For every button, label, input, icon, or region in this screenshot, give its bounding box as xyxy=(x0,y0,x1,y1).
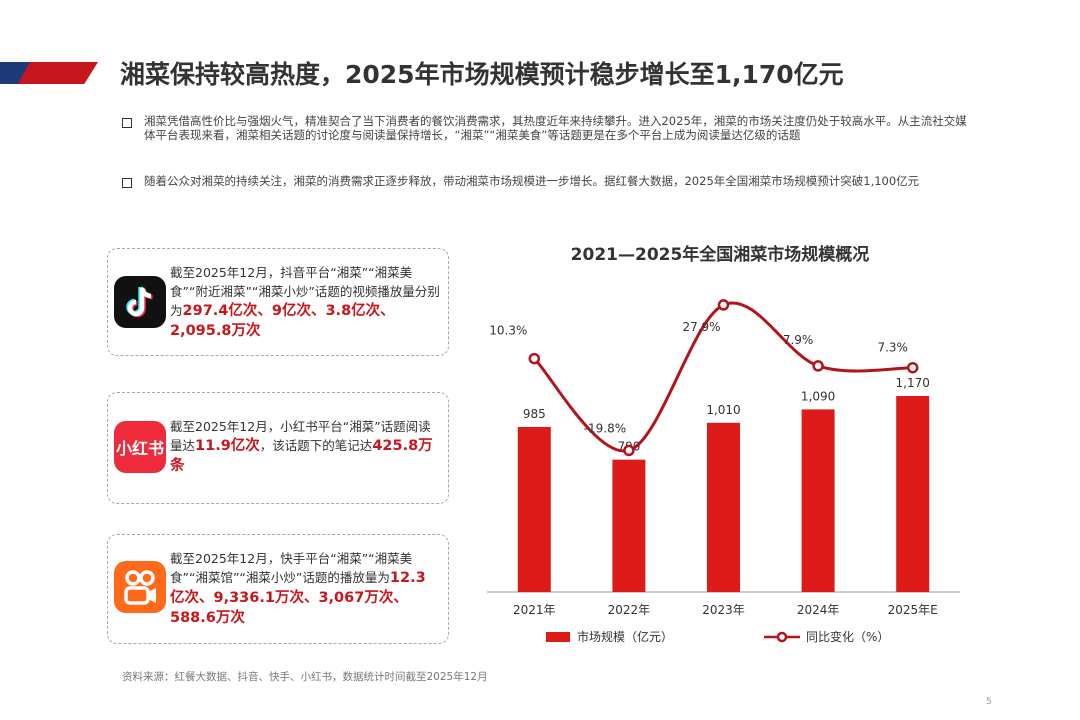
bar xyxy=(707,422,740,592)
yoy-value-label: -19.8% xyxy=(584,421,626,435)
bar-value-label: 1,170 xyxy=(896,376,930,390)
bar xyxy=(896,396,930,592)
card-highlight-2: 425.8万条 xyxy=(170,438,433,474)
bullet-item: 湘菜凭借高性价比与强烟火气，精准契合了当下消费者的餐饮消费需求，其热度近年来持续… xyxy=(120,114,970,142)
yoy-point xyxy=(906,361,919,374)
card-text: 截至2025年12月，小红书平台“湘菜”话题阅读量达11.9亿次，该话题下的笔记… xyxy=(170,417,440,476)
bar xyxy=(517,426,551,592)
page-title: 湘菜保持较高热度，2025年市场规模预计稳步增长至1,170亿元 xyxy=(120,60,844,89)
square-bullet-icon xyxy=(122,118,132,128)
yoy-point xyxy=(717,299,730,311)
card-text-body: 截至2025年12月，小红书平台“湘菜”话题阅读量达 xyxy=(170,419,431,453)
x-tick-label: 2023年 xyxy=(702,603,745,617)
yoy-value-label: 10.3% xyxy=(489,324,527,338)
kuaishou-logo-graphic xyxy=(124,570,156,605)
yoy-series-line xyxy=(533,301,913,453)
legend-line-marker xyxy=(776,631,788,643)
source-note: 资料来源：红餐大数据、抖音、快手、小红书，数据统计时间截至2025年12月 xyxy=(122,671,488,683)
bar-value-label: 1,090 xyxy=(801,389,835,403)
bar xyxy=(612,459,646,592)
bar-value-label: 985 xyxy=(523,407,546,421)
bar xyxy=(801,409,835,592)
card-text-suffix: ，该话题下的笔记达 xyxy=(259,438,373,453)
chart-title: 2021—2025年全国湘菜市场规模概况 xyxy=(570,245,870,265)
xiaohongshu-icon: 小红书 xyxy=(114,421,166,473)
bar-value-label: 790 xyxy=(617,440,640,454)
yoy-value-label: 7.3% xyxy=(877,341,908,355)
legend-bar-label: 市场规模（亿元） xyxy=(577,629,673,644)
x-tick-label: 2025年E xyxy=(888,603,938,617)
bullet-item: 随着公众对湘菜的持续关注，湘菜的消费需求正逐步释放，带动湘菜市场规模进一步增长。… xyxy=(120,174,970,188)
legend-bar-swatch xyxy=(546,632,570,642)
page-number: 5 xyxy=(986,697,992,707)
yoy-value-label: 7.9% xyxy=(783,333,814,347)
square-bullet-icon xyxy=(122,178,132,188)
bullet-text: 湘菜凭借高性价比与强烟火气，精准契合了当下消费者的餐饮消费需求，其热度近年来持续… xyxy=(144,114,967,142)
bullet-text: 随着公众对湘菜的持续关注，湘菜的消费需求正逐步释放，带动湘菜市场规模进一步增长。… xyxy=(144,174,920,188)
douyin-icon xyxy=(114,276,166,328)
card-text: 截至2025年12月，抖音平台“湘菜”“湘菜美食”“附近湘菜”“湘菜小炒”话题的… xyxy=(170,263,440,341)
legend-line-label: 同比变化（%） xyxy=(806,629,889,644)
kuaishou-stat-card: 截至2025年12月，快手平台“湘菜”“湘菜美食”“湘菜馆”“湘菜小炒”话题的播… xyxy=(107,534,449,644)
xiaohongshu-stat-card: 小红书 截至2025年12月，小红书平台“湘菜”话题阅读量达11.9亿次，该话题… xyxy=(107,392,449,504)
x-tick-label: 2024年 xyxy=(797,603,840,617)
douyin-logo-graphic xyxy=(126,286,153,318)
x-tick-label: 2022年 xyxy=(608,603,651,617)
yoy-point xyxy=(528,352,541,365)
yoy-value-label: 27.9% xyxy=(682,320,720,334)
kuaishou-icon xyxy=(114,561,166,613)
x-tick-label: 2021年 xyxy=(513,603,556,617)
card-highlight: 11.9亿次 xyxy=(195,438,260,454)
bar-value-label: 1,010 xyxy=(706,403,740,417)
card-text-body: 截至2025年12月，抖音平台“湘菜”“湘菜美食”“附近湘菜”“湘菜小炒”话题的… xyxy=(170,265,440,318)
yoy-point xyxy=(623,444,635,457)
yoy-point xyxy=(812,360,824,372)
douyin-stat-card: 截至2025年12月，抖音平台“湘菜”“湘菜美食”“附近湘菜”“湘菜小炒”话题的… xyxy=(107,248,449,356)
card-highlight: 297.4亿次、9亿次、3.8亿次、2,095.8万次 xyxy=(170,303,395,339)
card-text-body: 截至2025年12月，快手平台“湘菜”“湘菜美食”“湘菜馆”“湘菜小炒”话题的播… xyxy=(170,551,413,585)
xiaohongshu-icon-text: 小红书 xyxy=(115,439,164,458)
card-text: 截至2025年12月，快手平台“湘菜”“湘菜美食”“湘菜馆”“湘菜小炒”话题的播… xyxy=(170,549,440,628)
card-highlight: 12.3亿次、9,336.1万次、3,067万次、588.6万次 xyxy=(170,570,426,626)
